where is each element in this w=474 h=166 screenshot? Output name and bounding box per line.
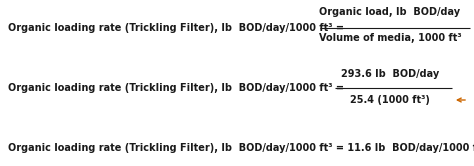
Text: Volume of media, 1000 ft³: Volume of media, 1000 ft³ xyxy=(319,33,461,43)
Text: Organic loading rate (Trickling Filter), lb  BOD/day/1000 ft³ =: Organic loading rate (Trickling Filter),… xyxy=(8,83,344,93)
Text: Organic loading rate (Trickling Filter), lb  BOD/day/1000 ft³ = 11.6 lb  BOD/day: Organic loading rate (Trickling Filter),… xyxy=(8,143,474,153)
Text: 293.6 lb  BOD/day: 293.6 lb BOD/day xyxy=(341,69,439,79)
Text: Organic load, lb  BOD/day: Organic load, lb BOD/day xyxy=(319,7,461,17)
Text: 25.4 (1000 ft³): 25.4 (1000 ft³) xyxy=(350,95,430,105)
Text: Organic loading rate (Trickling Filter), lb  BOD/day/1000 ft³ =: Organic loading rate (Trickling Filter),… xyxy=(8,23,344,33)
